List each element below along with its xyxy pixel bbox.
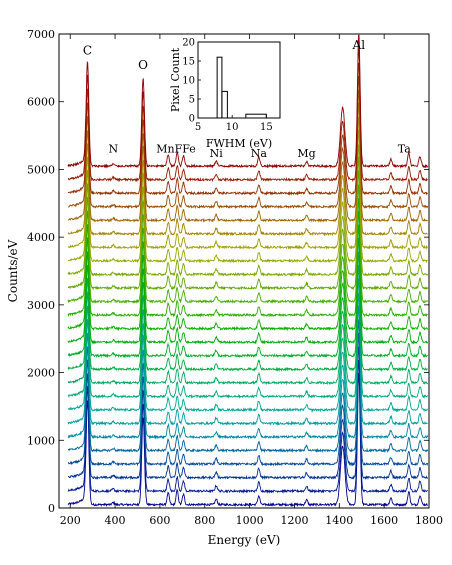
peak-label-al: Al <box>352 38 366 52</box>
spectrum-line <box>67 62 429 196</box>
inset-x-axis-title: FWHM (eV) <box>206 137 272 150</box>
peak-label-ni: Ni <box>210 147 224 160</box>
x-tick-label: 1200 <box>280 514 308 527</box>
spectrum-line <box>67 292 428 427</box>
y-tick-label: 5000 <box>27 163 55 176</box>
spectrum-line <box>67 102 428 237</box>
spectrum-line <box>67 89 429 223</box>
spectrum-line <box>67 278 429 413</box>
inset-y-axis-title: Pixel Count <box>169 47 182 112</box>
spectrum-line <box>67 48 428 183</box>
spectrum-line <box>67 265 429 399</box>
inset-y-tick-label: 20 <box>182 38 195 49</box>
spectrum-line <box>67 250 429 386</box>
inset-x-tick-label: 10 <box>226 122 239 133</box>
spectrum-line <box>67 346 429 481</box>
spectrum-line <box>67 210 429 345</box>
spectrum-line <box>67 116 428 251</box>
inset-y-tick-label: 5 <box>189 95 195 106</box>
spectrum-line <box>67 34 429 169</box>
y-tick-label: 6000 <box>27 96 55 109</box>
peak-label-c: C <box>83 43 92 57</box>
peak-label-na: Na <box>251 147 268 160</box>
inset-background <box>198 42 280 118</box>
peak-labels: C N O MnFFe Ni Na Mg Al Ta <box>83 38 411 160</box>
inset-x-tick-label: 5 <box>195 122 201 133</box>
x-tick-label: 1000 <box>236 514 264 527</box>
spectrum-line <box>67 196 429 332</box>
y-tick-label: 2000 <box>27 367 55 380</box>
x-tick-label: 800 <box>194 514 215 527</box>
x-tick-label: 1600 <box>370 514 398 527</box>
x-tick-label: 1400 <box>325 514 353 527</box>
spectrum-line <box>67 332 429 467</box>
spectrum-line <box>67 359 428 494</box>
spectrum-line <box>67 372 428 508</box>
inset-y-tick-label: 0 <box>189 114 195 125</box>
spectrum-line <box>67 128 428 264</box>
inset-y-tick-label: 15 <box>182 57 195 68</box>
spectrum-line <box>67 237 428 372</box>
spectrum-line <box>68 75 429 210</box>
spectrum-line <box>67 156 429 291</box>
x-axis-title: Energy (eV) <box>208 533 281 547</box>
spectrum-line <box>67 319 429 454</box>
y-tick-label: 0 <box>48 502 55 515</box>
x-tick-label: 1800 <box>415 514 443 527</box>
peak-label-o: O <box>138 58 148 72</box>
peak-label-mnffe: MnFFe <box>156 143 196 156</box>
spectrum-line <box>67 169 429 305</box>
y-axis-title: Counts/eV <box>6 239 20 302</box>
spectra-group <box>67 34 429 508</box>
x-tick-label: 200 <box>60 514 81 527</box>
y-tick-label: 1000 <box>27 434 55 447</box>
y-tick-label: 4000 <box>27 231 55 244</box>
peak-label-ta: Ta <box>398 143 411 156</box>
inset-x-tick-label: 15 <box>260 122 273 133</box>
y-tick-label: 3000 <box>27 299 55 312</box>
inset-y-tick-label: 10 <box>182 76 195 87</box>
spectrum-line <box>67 305 429 440</box>
spectrum-line <box>67 144 429 278</box>
spectrum-line <box>67 183 428 318</box>
x-tick-label: 400 <box>105 514 126 527</box>
x-tick-label: 600 <box>149 514 170 527</box>
peak-label-mg: Mg <box>297 147 315 160</box>
main-plot-frame <box>58 33 430 509</box>
spectrum-line <box>67 224 428 359</box>
main-axis-ticks: 200 400 600 800 1000 1200 1400 1600 180001000200… <box>27 28 443 527</box>
y-tick-label: 7000 <box>27 28 55 41</box>
peak-label-n: N <box>108 143 118 156</box>
